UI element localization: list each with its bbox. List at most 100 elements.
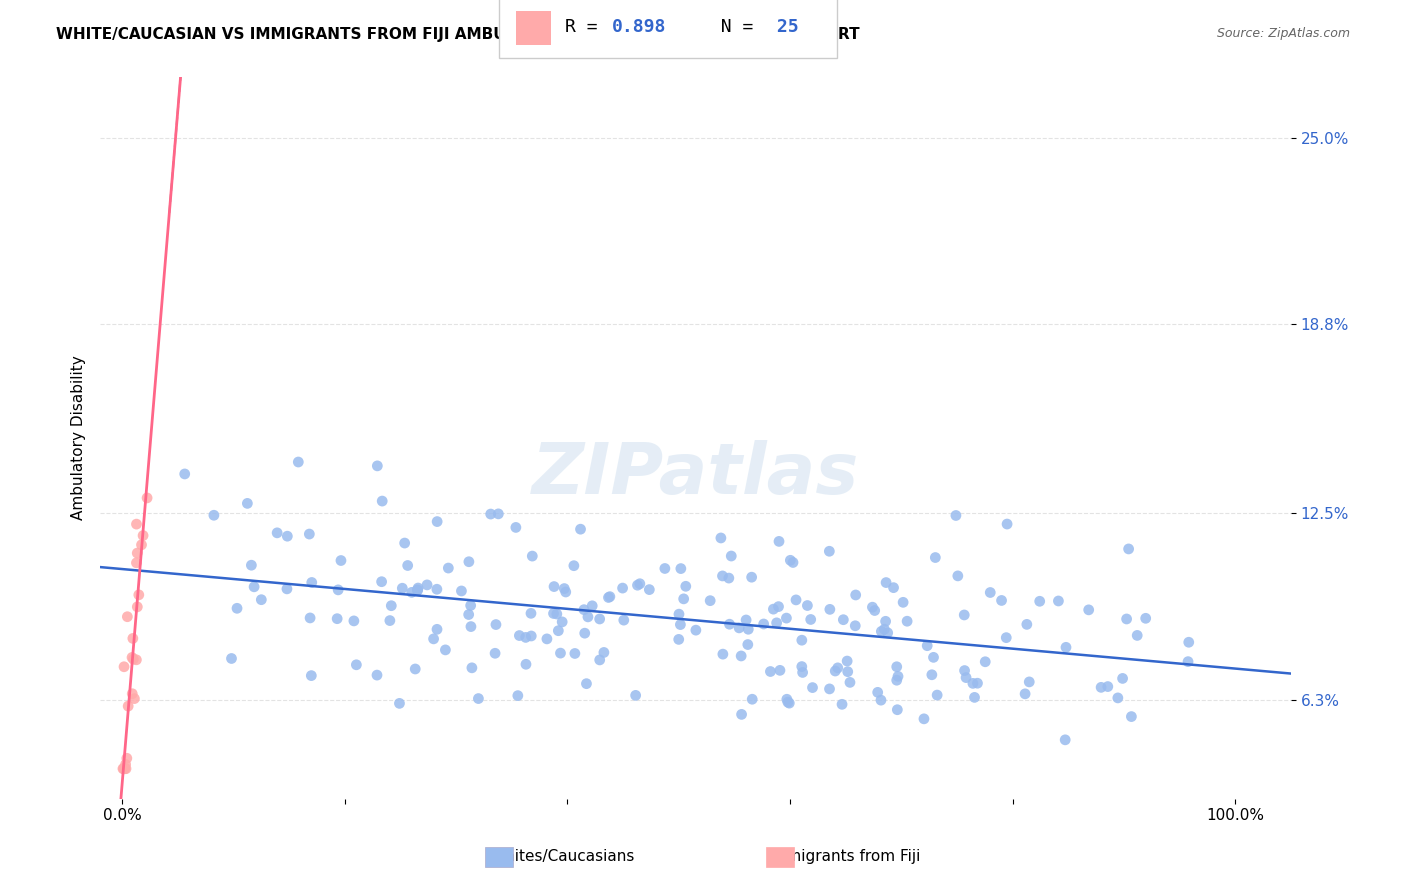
Point — [953, 664, 976, 678]
Point — [737, 638, 759, 652]
Point — [461, 661, 484, 675]
Point — [132, 528, 155, 542]
Point — [1121, 709, 1143, 723]
Point — [818, 602, 841, 616]
Point — [718, 617, 741, 632]
Point — [1177, 655, 1199, 669]
Point — [243, 580, 266, 594]
Point — [1126, 628, 1149, 642]
Point — [779, 553, 801, 567]
Point — [117, 699, 139, 714]
Point — [575, 676, 598, 690]
Point — [675, 579, 697, 593]
Point — [870, 693, 893, 707]
Point — [685, 623, 707, 637]
Point — [121, 632, 143, 646]
Point — [995, 516, 1018, 531]
Point — [202, 508, 225, 523]
Point — [741, 570, 763, 584]
Point — [974, 655, 997, 669]
Point — [396, 558, 419, 573]
Point — [1115, 612, 1137, 626]
Point — [669, 617, 692, 632]
Point — [741, 692, 763, 706]
Point — [966, 676, 988, 690]
Point — [125, 556, 148, 570]
Point — [121, 687, 143, 701]
Point — [886, 673, 908, 688]
Point — [924, 550, 946, 565]
Point — [845, 588, 868, 602]
Point — [1118, 541, 1140, 556]
Point — [401, 585, 423, 599]
Point — [457, 607, 479, 622]
Point — [668, 607, 690, 622]
Point — [416, 578, 439, 592]
Point — [450, 584, 472, 599]
Point — [114, 757, 136, 772]
Point — [824, 664, 846, 678]
Point — [112, 762, 135, 776]
Point — [562, 558, 585, 573]
Text: 0.898: 0.898 — [612, 18, 666, 36]
Point — [717, 571, 740, 585]
Point — [520, 607, 543, 621]
Point — [467, 691, 489, 706]
Point — [572, 602, 595, 616]
Point — [569, 522, 592, 536]
Point — [378, 614, 401, 628]
Point — [299, 668, 322, 682]
Point — [173, 467, 195, 481]
Point — [593, 645, 616, 659]
Point — [460, 619, 482, 633]
Point — [388, 697, 411, 711]
Point — [735, 613, 758, 627]
Point — [404, 662, 426, 676]
Point — [115, 762, 138, 776]
Point — [790, 633, 813, 648]
Point — [128, 588, 150, 602]
Point — [946, 569, 969, 583]
Point — [125, 517, 148, 532]
Point — [1014, 687, 1036, 701]
Point — [778, 696, 800, 710]
Point — [886, 703, 908, 717]
Point — [720, 549, 742, 563]
Point — [460, 599, 482, 613]
Point — [613, 613, 636, 627]
Point — [536, 632, 558, 646]
Point — [945, 508, 967, 523]
Y-axis label: Ambulatory Disability: Ambulatory Disability — [72, 356, 86, 520]
Point — [505, 520, 527, 534]
Point — [370, 574, 392, 589]
Point — [508, 629, 530, 643]
Point — [870, 624, 893, 639]
Point — [1177, 635, 1199, 649]
Point — [866, 685, 889, 699]
Point — [768, 599, 790, 614]
Point — [266, 525, 288, 540]
Point — [221, 651, 243, 665]
Point — [598, 591, 620, 605]
Point — [672, 591, 695, 606]
Point — [927, 688, 949, 702]
Point — [844, 619, 866, 633]
Point — [437, 561, 460, 575]
Point — [669, 561, 692, 575]
Point — [775, 611, 797, 625]
Point — [127, 599, 149, 614]
Point — [515, 631, 537, 645]
Point — [581, 599, 603, 613]
Point — [1090, 681, 1112, 695]
Point — [131, 538, 153, 552]
Point — [287, 455, 309, 469]
Point — [790, 659, 813, 673]
Point — [896, 614, 918, 628]
Point — [122, 652, 145, 666]
Point — [962, 676, 984, 690]
Point — [394, 536, 416, 550]
Point — [391, 581, 413, 595]
Point — [344, 657, 367, 672]
Point — [550, 646, 572, 660]
Point — [1054, 732, 1077, 747]
